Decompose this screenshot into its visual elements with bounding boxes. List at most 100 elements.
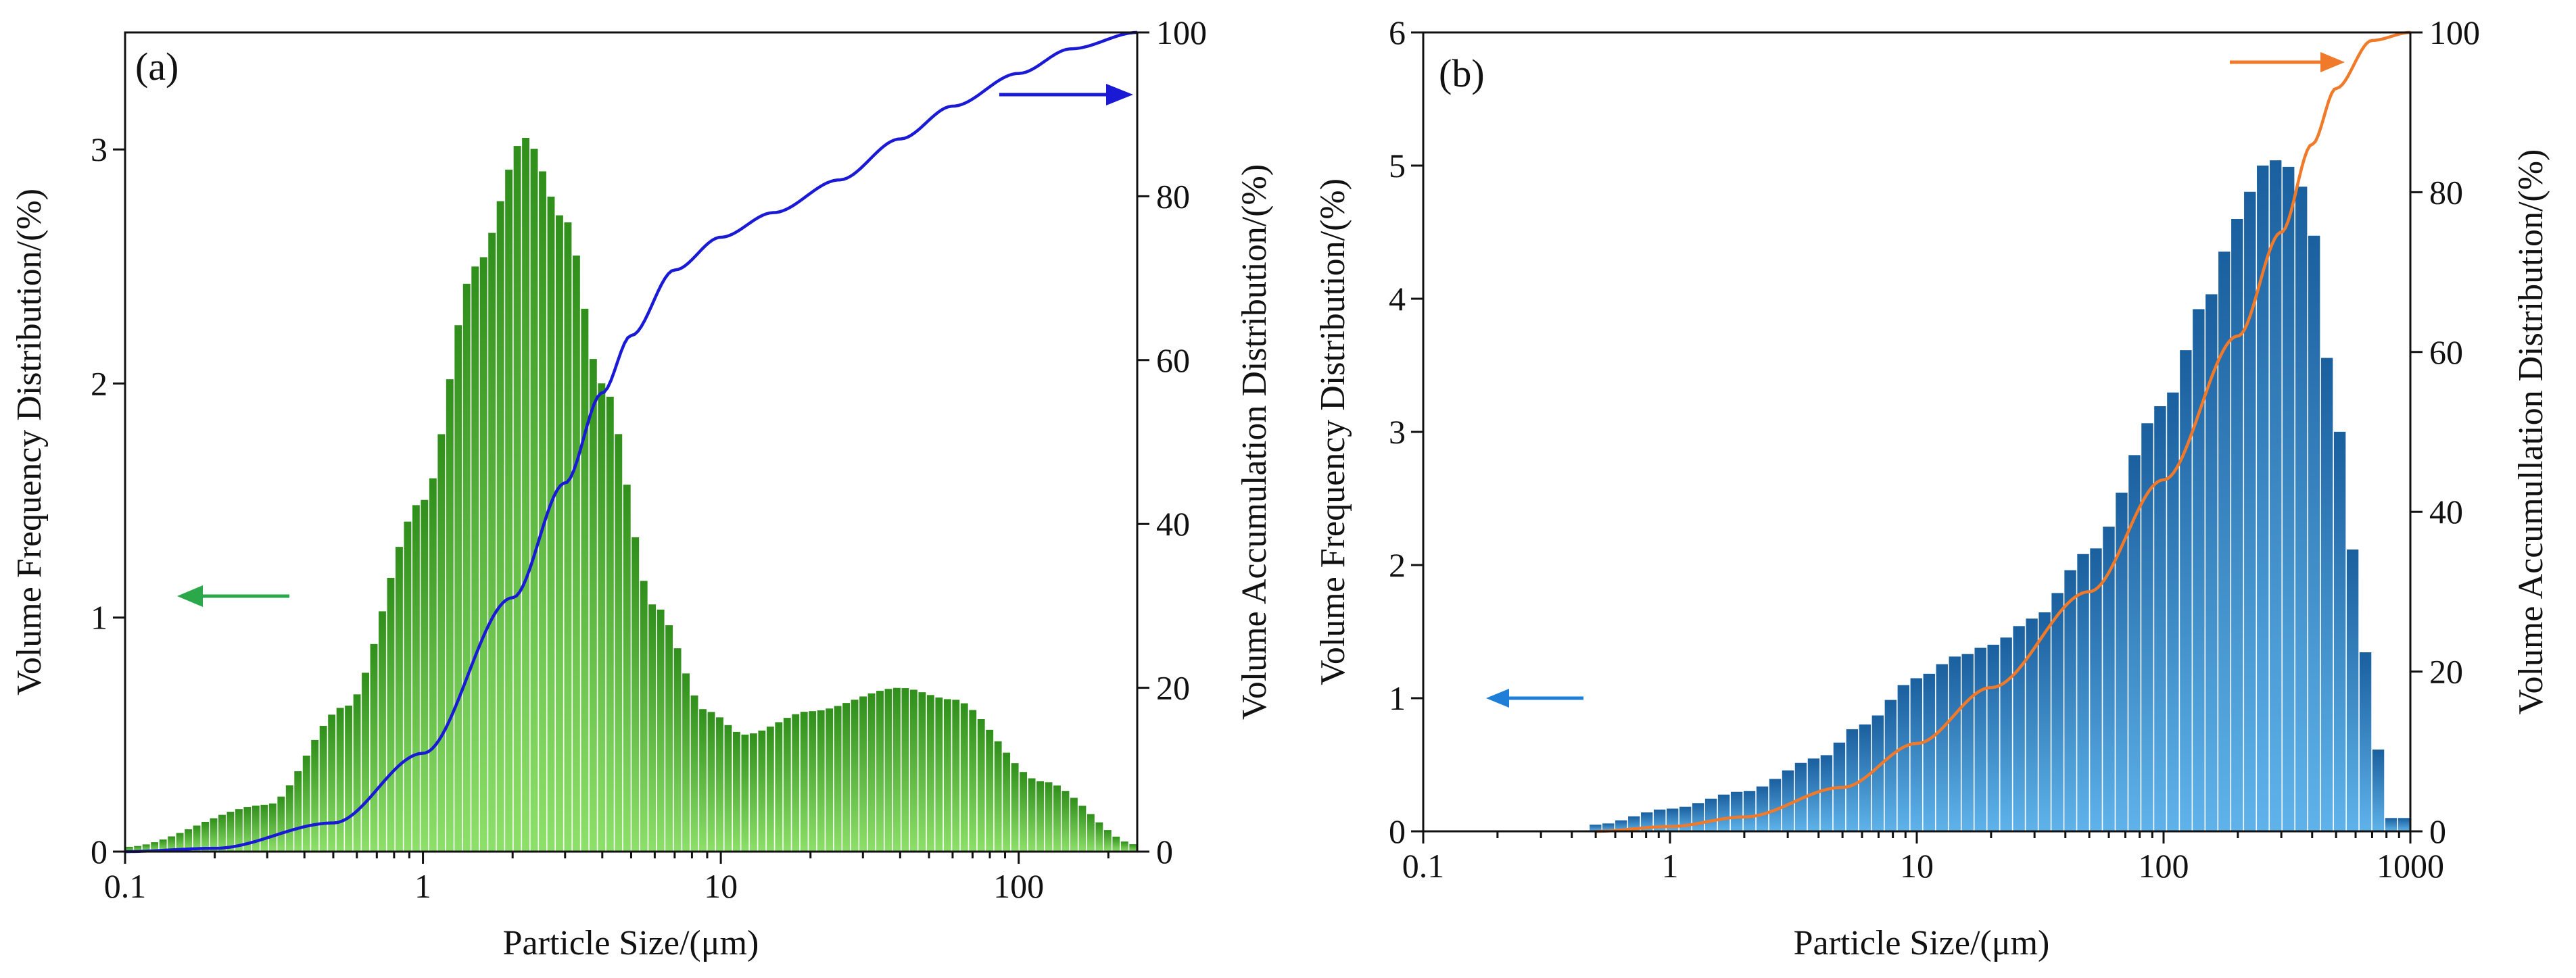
panel-a-bar: [766, 727, 774, 852]
panel-a-bar: [901, 688, 909, 852]
panel-a-bar: [379, 611, 386, 852]
panel-b-bar: [1679, 806, 1692, 831]
panel-a-y-axis-label: Volume Frequency Distribution/(%): [10, 189, 49, 695]
panel-a-x-axis-label: Particle Size/(μm): [503, 924, 759, 962]
panel-b-bar: [2026, 618, 2038, 831]
y2-tick-label: 100: [2429, 14, 2480, 51]
panel-a-bar: [699, 709, 707, 852]
panel-a-bar: [834, 706, 842, 852]
panel-a-bar: [260, 804, 268, 852]
panel-b-bar: [2154, 406, 2166, 831]
panel-a-bar: [690, 695, 698, 852]
panel-b-bar: [2167, 392, 2179, 831]
y-tick-label: 3: [91, 130, 108, 168]
panel-b-bar: [2090, 548, 2102, 831]
y2-tick-label: 40: [2429, 493, 2463, 531]
panel-a-bar: [783, 718, 791, 852]
panel-b-bar: [1704, 798, 1717, 831]
panel-b-bar: [2103, 527, 2115, 831]
panel-b-bar: [1730, 791, 1743, 831]
panel-b-x-axis-label: Particle Size/(μm): [1794, 924, 2050, 962]
panel-b-bar: [2128, 455, 2141, 831]
panel-a-bar: [623, 485, 631, 852]
y2-tick-label: 80: [2429, 173, 2463, 211]
panel-a-bar: [488, 233, 496, 852]
panel-b-bar: [1974, 647, 1986, 831]
panel-b-bar: [2244, 191, 2256, 831]
panel-a-bar: [268, 803, 277, 852]
panel-b-bar: [2064, 570, 2076, 831]
panel-a-bar: [1011, 763, 1019, 852]
panel-a-bar: [277, 796, 285, 852]
panel-b-bar: [2385, 818, 2398, 831]
panel-a-bar: [606, 397, 614, 852]
panel-b-bar: [2180, 350, 2192, 831]
panel-b-bar: [2372, 749, 2385, 831]
panel-a-bar: [986, 729, 994, 852]
panel-a-bar: [454, 325, 462, 852]
y-tick-label: 6: [1389, 14, 1406, 51]
panel-a-bar: [1087, 814, 1095, 852]
panel-b-bar: [2257, 165, 2269, 832]
panel-b-bar: [1987, 644, 1999, 831]
panel-a-bar: [826, 708, 834, 852]
panel-a-bar: [539, 171, 546, 852]
panel-a-bar: [749, 733, 757, 852]
panel-a-bar: [741, 734, 749, 852]
panel-a-bar: [210, 818, 218, 852]
panel-a-bar: [909, 689, 917, 852]
panel-b-bar: [1590, 825, 1602, 831]
panel-a-bar: [589, 359, 597, 852]
panel-a-bar: [1078, 806, 1087, 852]
panel-a-bar: [775, 722, 783, 852]
panel-a-bar: [581, 308, 589, 852]
panel-a-bar: [884, 689, 892, 852]
panel-a-bar: [1120, 841, 1128, 852]
panel-b-bar: [1756, 786, 1769, 831]
panel-a-bar: [1095, 822, 1103, 852]
panel-a-ticks: 0.1 1 10 100 0 1 2 3 0 20 40 60 80 100: [91, 14, 1207, 905]
panel-b-bar: [2333, 431, 2346, 831]
panel-b-bar: [2038, 612, 2051, 831]
panel-a-bar: [201, 821, 209, 852]
y-tick-label: 2: [91, 364, 108, 402]
panel-a-bar: [429, 478, 437, 852]
panel-b-bar: [2359, 652, 2372, 831]
panel-a-bar: [505, 170, 513, 852]
panel-b-bar: [2346, 549, 2359, 831]
panel-b-bar: [2398, 818, 2410, 831]
panel-a-bar: [994, 741, 1002, 852]
panel-b-bar: [2077, 554, 2089, 831]
panel-a-bar: [193, 825, 201, 852]
panel-b-bar: [1961, 654, 1974, 831]
panel-a-bar: [437, 434, 446, 852]
panel-a-bar: [716, 717, 723, 852]
panel-a-bar: [969, 710, 977, 852]
panel-a-bar: [952, 700, 960, 852]
panel-a-bar: [1045, 782, 1053, 852]
panel-a-bar: [918, 692, 926, 852]
panel-a-bar: [387, 577, 395, 852]
panel-a-bar: [733, 731, 740, 852]
y-tick-label: 3: [1389, 413, 1406, 451]
panel-a-bar: [168, 836, 176, 852]
panel-a-right-arrow: [999, 84, 1133, 105]
panel-a-bar: [125, 846, 133, 852]
panel-a-bar: [302, 755, 310, 852]
panel-a-bar: [800, 712, 808, 852]
panel-b-bar: [2218, 251, 2231, 831]
panel-a-bar: [235, 809, 243, 852]
x-tick-label: 1000: [2377, 847, 2444, 885]
panel-a-bar: [471, 266, 479, 852]
panel-b-bar: [1871, 715, 1884, 831]
panel-a-bar: [817, 710, 825, 852]
panel-a-bar: [1062, 791, 1070, 852]
panel-a-bar: [1020, 772, 1028, 852]
panel-b-bar: [1717, 794, 1730, 831]
panel-a-bar: [1028, 778, 1036, 852]
x-tick-label: 10: [1900, 847, 1934, 885]
y2-tick-label: 0: [1156, 833, 1173, 871]
x-tick-label: 1: [414, 867, 431, 905]
